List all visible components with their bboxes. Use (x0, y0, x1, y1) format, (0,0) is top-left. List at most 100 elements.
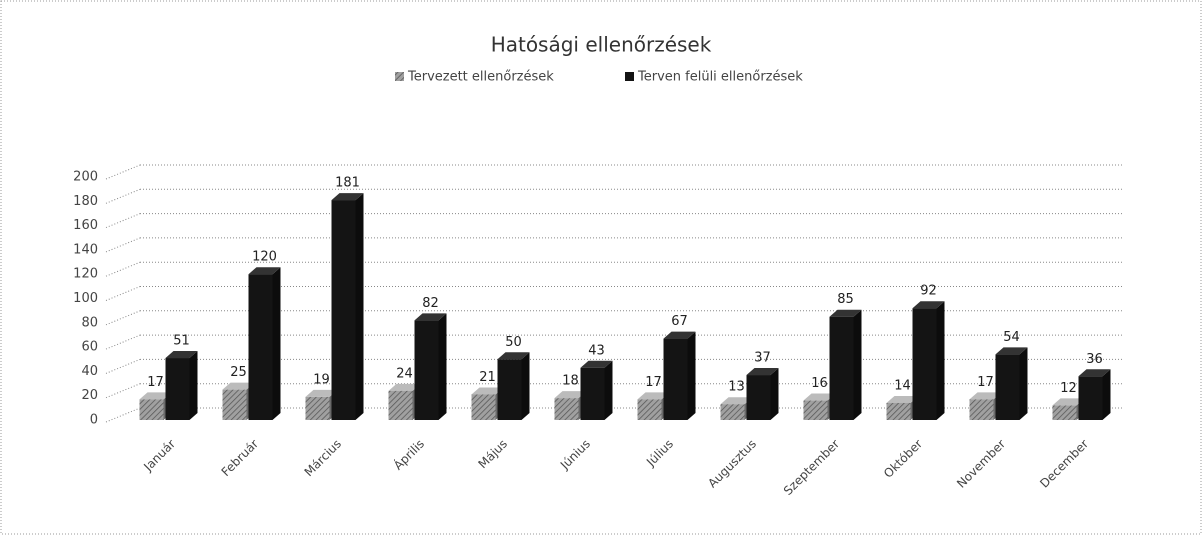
grid-line (105, 310, 141, 326)
bar-top (331, 193, 364, 201)
legend-label: Terven felüli ellenőrzések (637, 70, 803, 85)
bar (746, 375, 771, 420)
bar-side (604, 360, 613, 420)
bar (139, 399, 164, 420)
y-tick-label: 180 (73, 194, 98, 209)
bar-top (886, 395, 919, 403)
bar-side (687, 331, 696, 420)
data-label: 17 (645, 375, 662, 390)
bar-side (1019, 347, 1028, 420)
grid-line (105, 237, 141, 253)
grid-line (105, 383, 141, 399)
data-label: 12 (1060, 381, 1077, 396)
bar-top (388, 383, 421, 391)
grid-line (105, 407, 141, 423)
bar-side (438, 313, 447, 420)
bar (995, 354, 1020, 420)
legend-label: Tervezett ellenőrzések (407, 70, 554, 85)
y-tick-label: 160 (73, 218, 98, 233)
bar-top (969, 392, 1002, 400)
data-label: 17 (977, 375, 994, 390)
grid-line (105, 164, 141, 180)
bar-top (1078, 369, 1111, 377)
bar-top (829, 309, 862, 317)
bar (580, 367, 605, 420)
bar (886, 402, 911, 420)
x-tick-label: Június (557, 437, 593, 473)
y-tick-label: 60 (81, 340, 98, 355)
y-tick-label: 80 (81, 315, 98, 330)
bar (388, 390, 413, 420)
data-label: 92 (920, 284, 937, 299)
grid-line (105, 334, 141, 350)
x-tick-label: Július (643, 437, 676, 470)
legend-swatch (625, 72, 634, 81)
bar-side (189, 351, 198, 420)
y-tick-label: 0 (90, 413, 98, 428)
bar (497, 359, 522, 420)
data-label: 25 (230, 365, 247, 380)
bar-top (471, 387, 504, 395)
bar-top (803, 393, 836, 401)
x-tick-label: Augusztus (705, 437, 759, 491)
bar-side (853, 309, 862, 420)
bar-top (414, 313, 447, 321)
y-tick-label: 200 (73, 170, 98, 185)
bar (637, 399, 662, 420)
bar-top (497, 352, 530, 360)
data-label: 67 (671, 314, 688, 329)
x-tick-label: Május (476, 437, 511, 472)
y-tick-label: 140 (73, 242, 98, 257)
y-tick-label: 120 (73, 267, 98, 282)
y-tick-label: 40 (81, 364, 98, 379)
data-label: 16 (811, 376, 828, 391)
bar (912, 308, 937, 420)
bar (222, 389, 247, 420)
bar (248, 274, 273, 420)
data-label: 43 (588, 343, 605, 358)
bar-top (580, 360, 613, 368)
bar (165, 358, 190, 420)
bar (663, 338, 688, 420)
data-label: 21 (479, 370, 496, 385)
data-label: 19 (313, 372, 330, 387)
grid-line (105, 188, 141, 204)
bar-top (746, 368, 779, 376)
bar-side (1102, 369, 1111, 420)
bar (803, 400, 828, 420)
data-label: 18 (562, 374, 579, 389)
data-label: 120 (252, 250, 277, 265)
data-label: 13 (728, 380, 745, 395)
data-label: 50 (505, 335, 522, 350)
y-tick-label: 20 (81, 388, 98, 403)
bar-top (663, 331, 696, 339)
bar-top (1052, 398, 1085, 406)
bar (554, 398, 579, 420)
data-label: 24 (396, 366, 413, 381)
bar (414, 320, 439, 420)
chart-title: Hatósági ellenőrzések (491, 33, 712, 57)
bar-side (770, 368, 779, 420)
bar-side (936, 301, 945, 420)
bar (1052, 405, 1077, 420)
data-label: 82 (422, 296, 439, 311)
bar-top (139, 392, 172, 400)
bar-top (248, 267, 281, 275)
x-tick-label: December (1037, 437, 1091, 491)
bar (720, 404, 745, 420)
data-label: 17 (147, 375, 164, 390)
bar (1078, 376, 1103, 420)
bar-top (222, 382, 255, 390)
bar-top (165, 351, 198, 359)
x-tick-label: Január (140, 437, 178, 475)
x-tick-label: Február (219, 437, 262, 480)
data-label: 51 (173, 334, 190, 349)
bar-top (305, 389, 338, 397)
bar (471, 394, 496, 420)
data-label: 37 (754, 351, 771, 366)
x-tick-label: Szeptember (781, 437, 842, 498)
bar (331, 200, 356, 420)
bar (305, 396, 330, 420)
x-tick-label: Április (390, 436, 427, 473)
